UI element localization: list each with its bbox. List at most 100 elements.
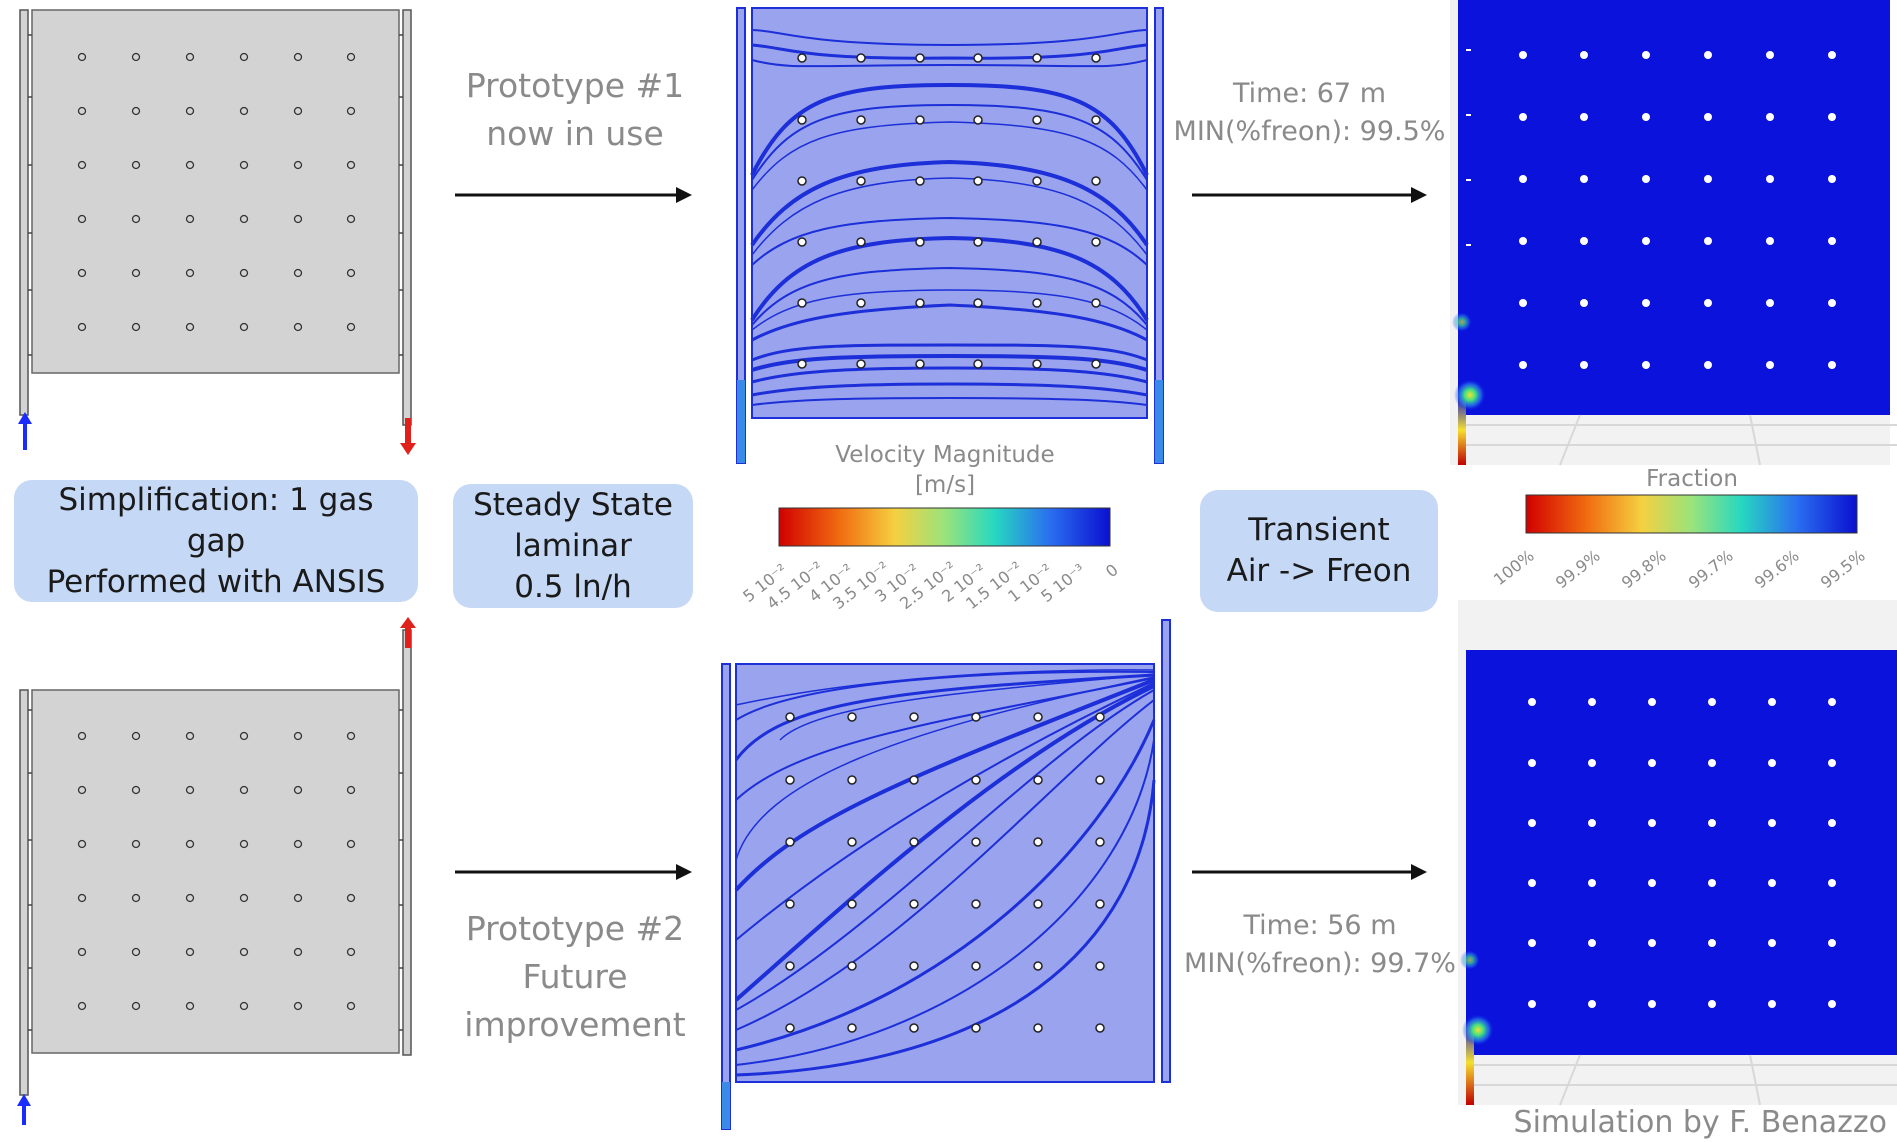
simplification-line3: Performed with ANSIS xyxy=(46,563,386,600)
hole-dot xyxy=(971,899,981,909)
hole-dot xyxy=(1704,361,1712,369)
hole-dot xyxy=(971,775,981,785)
hole-dot xyxy=(1528,759,1536,767)
hole-dot xyxy=(131,731,141,741)
hole-dot xyxy=(847,961,857,971)
hole-dot xyxy=(293,268,303,278)
hole-dot xyxy=(1091,53,1101,63)
hole-dot xyxy=(77,785,87,795)
prototype-1-line2: now in use xyxy=(486,114,664,153)
hole-dot xyxy=(1033,899,1043,909)
hole-dot xyxy=(77,1001,87,1011)
hole-dot xyxy=(785,712,795,722)
hole-dot xyxy=(346,947,356,957)
hole-dot xyxy=(785,775,795,785)
hole-dot xyxy=(1766,299,1774,307)
hole-dot xyxy=(1580,113,1588,121)
hole-dot xyxy=(346,52,356,62)
hole-dot xyxy=(909,961,919,971)
arrow-1 xyxy=(455,187,692,203)
velocity-streamline-plot-1 xyxy=(736,7,1164,464)
hole-dot xyxy=(973,53,983,63)
hole-dot xyxy=(797,237,807,247)
hole-dot xyxy=(1642,175,1650,183)
hole-dot xyxy=(973,298,983,308)
hole-dot xyxy=(293,1001,303,1011)
hole-dot xyxy=(185,893,195,903)
hole-dot xyxy=(797,176,807,186)
hole-dot xyxy=(973,359,983,369)
hole-dot xyxy=(1704,175,1712,183)
hole-dot xyxy=(1768,759,1776,767)
hole-dot xyxy=(1588,698,1596,706)
hole-dot xyxy=(1648,698,1656,706)
hole-dot xyxy=(131,839,141,849)
hole-dot xyxy=(856,359,866,369)
hole-dot xyxy=(77,52,87,62)
prototype-2-line1: Prototype #2 xyxy=(465,909,685,948)
hole-dot xyxy=(1768,819,1776,827)
hole-dot xyxy=(1588,819,1596,827)
hole-dot xyxy=(1032,53,1042,63)
hole-dot xyxy=(131,322,141,332)
hole-dot xyxy=(185,106,195,116)
transient-note: Transient Air -> Freon xyxy=(1200,490,1438,612)
hole-dot xyxy=(185,52,195,62)
hole-dot xyxy=(293,322,303,332)
hole-dot xyxy=(293,214,303,224)
hole-dot xyxy=(1768,939,1776,947)
hole-dot xyxy=(77,893,87,903)
hole-dot xyxy=(1828,879,1836,887)
hole-dot xyxy=(1519,237,1527,245)
hole-dot xyxy=(1828,51,1836,59)
hole-dot xyxy=(1708,879,1716,887)
hole-dot xyxy=(1708,939,1716,947)
hole-dot xyxy=(1528,819,1536,827)
hole-dot xyxy=(1091,298,1101,308)
hole-dot xyxy=(1095,1023,1105,1033)
hole-dot xyxy=(1032,298,1042,308)
hole-dot xyxy=(1091,176,1101,186)
hole-dot xyxy=(293,160,303,170)
hole-dot xyxy=(185,268,195,278)
hole-dot xyxy=(1704,299,1712,307)
steady-state-note: Steady State laminar 0.5 ln/h xyxy=(453,484,693,608)
hole-dot xyxy=(1648,759,1656,767)
hole-dot xyxy=(915,298,925,308)
hole-dot xyxy=(856,298,866,308)
hole-dot xyxy=(847,899,857,909)
hole-dot xyxy=(847,1023,857,1033)
hole-dot xyxy=(1580,299,1588,307)
result-1-label: Time: 67 m MIN(%freon): 99.5% xyxy=(1172,75,1447,151)
steady-line2: laminar xyxy=(514,527,632,564)
hole-dot xyxy=(847,712,857,722)
hole-dot xyxy=(1642,299,1650,307)
freon-fraction-plot-2 xyxy=(1458,600,1897,1106)
hole-dot xyxy=(1828,759,1836,767)
simplification-line2: gap xyxy=(186,522,246,559)
hole-dot xyxy=(856,115,866,125)
hole-dot xyxy=(915,359,925,369)
hole-dot xyxy=(1032,115,1042,125)
hole-dot xyxy=(1580,237,1588,245)
hole-dot xyxy=(1642,113,1650,121)
hole-dot xyxy=(1588,879,1596,887)
hole-dot xyxy=(1766,51,1774,59)
hole-dot xyxy=(131,268,141,278)
hole-dot xyxy=(185,322,195,332)
steady-line3: 0.5 ln/h xyxy=(514,568,632,605)
hole-dot xyxy=(1519,299,1527,307)
hole-dot xyxy=(239,947,249,957)
hole-dot xyxy=(1704,113,1712,121)
hole-dot xyxy=(785,899,795,909)
hole-dot xyxy=(1095,961,1105,971)
hole-dot xyxy=(1642,237,1650,245)
hole-dot xyxy=(1708,819,1716,827)
velocity-colorbar xyxy=(778,507,1111,547)
hole-dot xyxy=(77,106,87,116)
hole-dot xyxy=(131,947,141,957)
hole-dot xyxy=(1704,51,1712,59)
chamber-geometry-bottom xyxy=(17,617,416,1125)
hole-dot xyxy=(971,961,981,971)
hole-dot xyxy=(131,106,141,116)
